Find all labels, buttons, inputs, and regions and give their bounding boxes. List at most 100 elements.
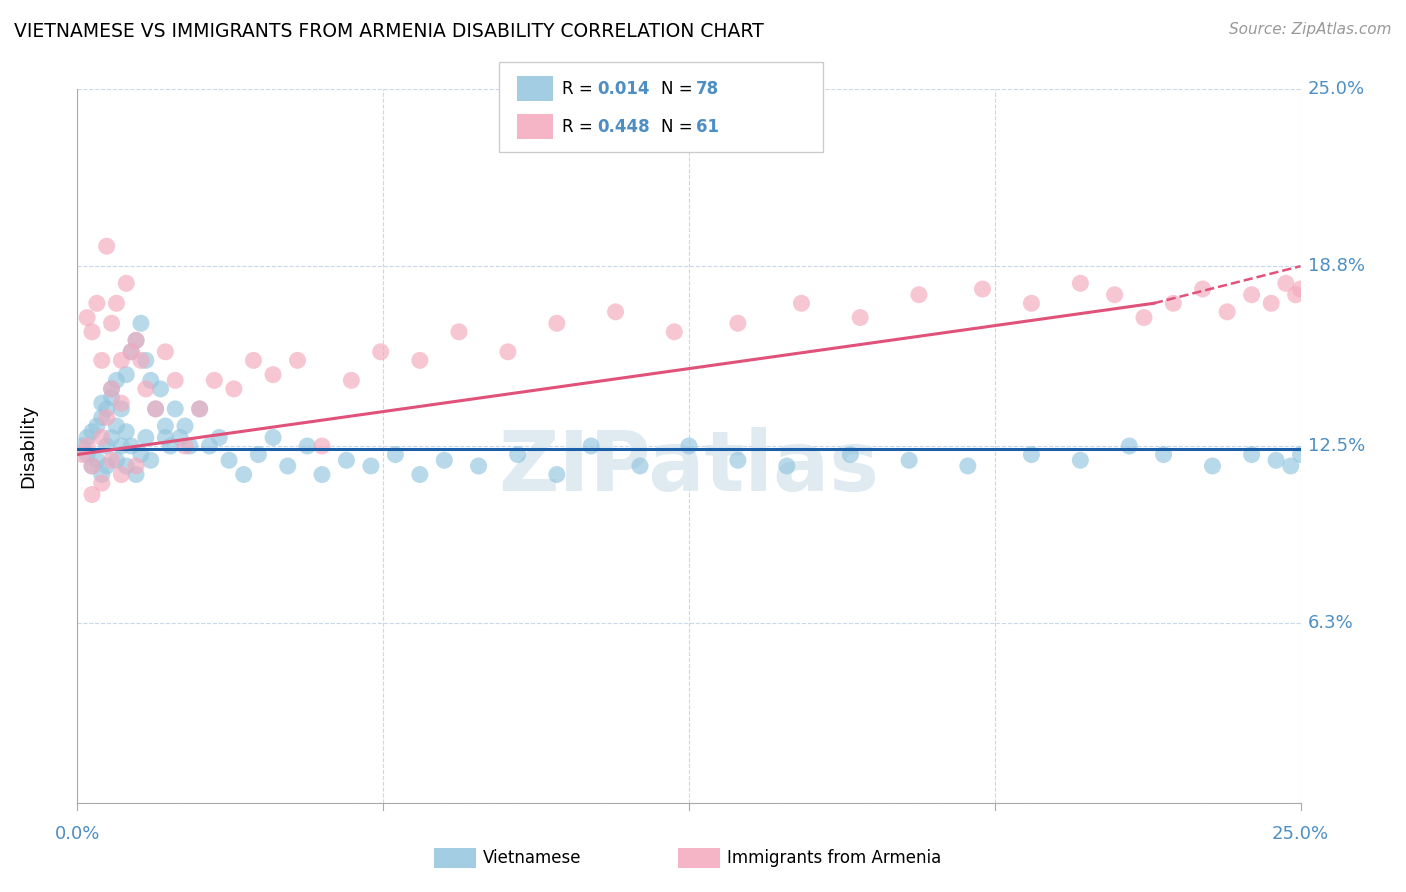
Point (135, 353, 157, 368)
Point (956, 458, 979, 473)
Point (80, 458, 103, 473)
Point (100, 382, 122, 396)
Point (1191, 282, 1213, 296)
Point (1021, 296, 1043, 310)
Point (115, 277, 138, 291)
Point (96, 401, 118, 416)
Point (605, 305, 627, 319)
Point (80, 487, 103, 501)
Point (76, 448, 98, 462)
Point (208, 430, 231, 444)
Point (1289, 448, 1312, 462)
Point (125, 334, 148, 348)
Text: VIETNAMESE VS IMMIGRANTS FROM ARMENIA DISABILITY CORRELATION CHART: VIETNAMESE VS IMMIGRANTS FROM ARMENIA DI… (14, 22, 763, 41)
Point (100, 453, 122, 467)
Point (297, 439, 319, 453)
Point (1021, 448, 1043, 462)
Point (1240, 448, 1263, 462)
Point (232, 467, 254, 482)
Point (447, 325, 470, 339)
Point (145, 401, 167, 416)
Point (120, 344, 142, 359)
Point (409, 353, 432, 368)
Text: 25.0%: 25.0% (1308, 80, 1365, 98)
Text: 6.3%: 6.3% (1308, 614, 1354, 632)
Point (86, 419, 108, 434)
Text: 78: 78 (696, 80, 718, 98)
Point (105, 453, 128, 467)
Point (1069, 277, 1091, 291)
Point (898, 453, 921, 467)
Point (628, 458, 651, 473)
Point (115, 368, 138, 382)
Point (174, 419, 197, 434)
Point (80, 458, 103, 473)
Point (727, 316, 749, 330)
Point (125, 334, 148, 348)
Point (678, 439, 700, 453)
Point (100, 382, 122, 396)
Point (80, 425, 103, 439)
Point (1265, 453, 1288, 467)
Point (70, 439, 93, 453)
Point (1289, 282, 1312, 296)
Point (96, 458, 118, 473)
Point (155, 344, 177, 359)
Text: ZIPatlas: ZIPatlas (499, 427, 879, 508)
Point (222, 382, 245, 396)
Point (546, 316, 568, 330)
Point (96, 439, 118, 453)
Text: Disability: Disability (20, 404, 37, 488)
Point (218, 453, 240, 467)
Text: R =: R = (562, 80, 599, 98)
Point (409, 467, 432, 482)
Point (165, 401, 187, 416)
Point (100, 430, 122, 444)
Point (311, 439, 333, 453)
Point (90, 396, 112, 410)
Text: 0.0%: 0.0% (55, 825, 100, 843)
Point (188, 401, 211, 416)
Point (262, 368, 284, 382)
Point (335, 453, 357, 467)
Point (262, 430, 284, 444)
Point (90, 353, 112, 368)
Point (120, 344, 142, 359)
Point (110, 401, 132, 416)
Point (86, 453, 108, 467)
Point (384, 448, 406, 462)
Point (1275, 277, 1298, 291)
Point (546, 467, 568, 482)
Point (1118, 439, 1140, 453)
Point (579, 439, 602, 453)
Point (70, 448, 93, 462)
Point (76, 430, 98, 444)
Point (155, 419, 177, 434)
Point (277, 458, 299, 473)
Point (105, 419, 128, 434)
Point (433, 453, 456, 467)
Point (506, 448, 529, 462)
Point (120, 439, 142, 453)
Point (370, 344, 392, 359)
Point (467, 458, 489, 473)
Text: Immigrants from Armenia: Immigrants from Armenia (727, 849, 942, 867)
Point (90, 467, 112, 482)
Text: R =: R = (562, 118, 599, 136)
Point (135, 430, 157, 444)
Point (1153, 448, 1175, 462)
Point (159, 439, 181, 453)
Point (135, 382, 157, 396)
Point (76, 310, 98, 325)
Point (198, 439, 221, 453)
Point (340, 373, 363, 387)
Text: 18.8%: 18.8% (1308, 257, 1365, 275)
Point (110, 467, 132, 482)
Point (1285, 287, 1308, 301)
Point (664, 325, 686, 339)
Point (139, 373, 162, 387)
Point (972, 282, 994, 296)
Point (242, 353, 264, 368)
Point (1260, 296, 1282, 310)
Point (105, 296, 128, 310)
